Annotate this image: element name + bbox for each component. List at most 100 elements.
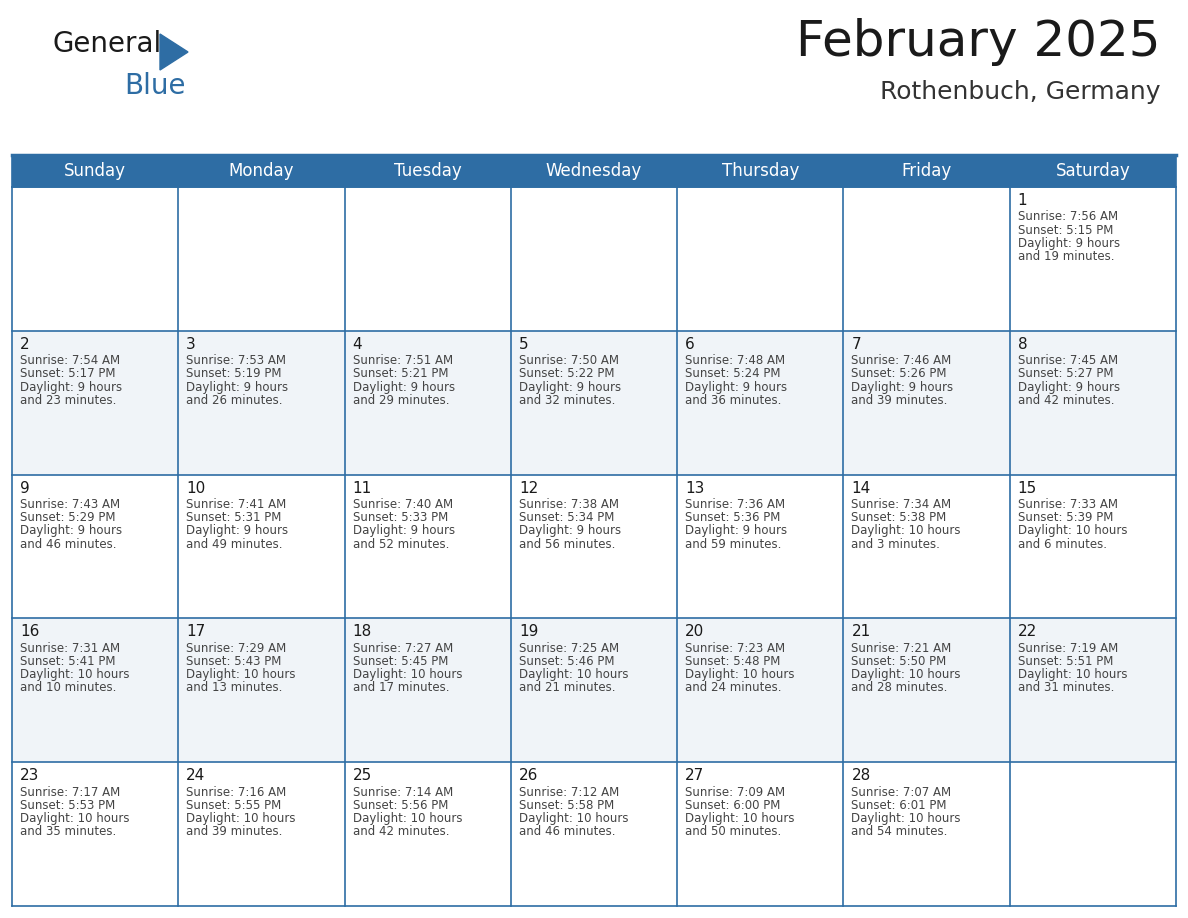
Text: Sunset: 5:33 PM: Sunset: 5:33 PM: [353, 511, 448, 524]
Text: Sunrise: 7:46 AM: Sunrise: 7:46 AM: [852, 354, 952, 367]
Text: Friday: Friday: [902, 162, 952, 180]
Text: 26: 26: [519, 768, 538, 783]
Text: Sunrise: 7:12 AM: Sunrise: 7:12 AM: [519, 786, 619, 799]
Text: 2: 2: [20, 337, 30, 352]
Text: Daylight: 9 hours: Daylight: 9 hours: [187, 524, 289, 537]
Text: and 36 minutes.: and 36 minutes.: [685, 394, 782, 407]
Text: 12: 12: [519, 481, 538, 496]
Bar: [1010, 187, 1176, 330]
Text: and 21 minutes.: and 21 minutes.: [519, 681, 615, 694]
Bar: [12, 155, 178, 187]
Text: and 6 minutes.: and 6 minutes.: [1018, 538, 1107, 551]
Text: Sunrise: 7:51 AM: Sunrise: 7:51 AM: [353, 354, 453, 367]
Text: Sunset: 5:55 PM: Sunset: 5:55 PM: [187, 799, 282, 812]
Bar: [843, 762, 1010, 906]
Bar: [12, 187, 178, 330]
Text: Daylight: 9 hours: Daylight: 9 hours: [20, 524, 122, 537]
Text: and 32 minutes.: and 32 minutes.: [519, 394, 615, 407]
Text: 24: 24: [187, 768, 206, 783]
Bar: [843, 475, 1010, 619]
Text: Sunset: 5:29 PM: Sunset: 5:29 PM: [20, 511, 115, 524]
Text: and 24 minutes.: and 24 minutes.: [685, 681, 782, 694]
Text: Sunrise: 7:40 AM: Sunrise: 7:40 AM: [353, 498, 453, 511]
Text: Sunset: 5:38 PM: Sunset: 5:38 PM: [852, 511, 947, 524]
Text: 4: 4: [353, 337, 362, 352]
Text: Sunrise: 7:34 AM: Sunrise: 7:34 AM: [852, 498, 952, 511]
Text: Sunrise: 7:33 AM: Sunrise: 7:33 AM: [1018, 498, 1118, 511]
Bar: [178, 155, 345, 187]
Text: Sunrise: 7:21 AM: Sunrise: 7:21 AM: [852, 642, 952, 655]
Polygon shape: [160, 34, 188, 70]
Text: and 49 minutes.: and 49 minutes.: [187, 538, 283, 551]
Text: Sunset: 5:39 PM: Sunset: 5:39 PM: [1018, 511, 1113, 524]
Text: Sunrise: 7:07 AM: Sunrise: 7:07 AM: [852, 786, 952, 799]
Text: 13: 13: [685, 481, 704, 496]
Text: Sunset: 5:21 PM: Sunset: 5:21 PM: [353, 367, 448, 380]
Text: 9: 9: [20, 481, 30, 496]
Text: and 17 minutes.: and 17 minutes.: [353, 681, 449, 694]
Text: and 42 minutes.: and 42 minutes.: [1018, 394, 1114, 407]
Text: Blue: Blue: [124, 72, 185, 100]
Text: Sunrise: 7:29 AM: Sunrise: 7:29 AM: [187, 642, 286, 655]
Text: 21: 21: [852, 624, 871, 640]
Text: Daylight: 9 hours: Daylight: 9 hours: [685, 381, 788, 394]
Text: and 52 minutes.: and 52 minutes.: [353, 538, 449, 551]
Bar: [511, 187, 677, 330]
Text: and 39 minutes.: and 39 minutes.: [187, 825, 283, 838]
Text: Monday: Monday: [228, 162, 295, 180]
Text: Daylight: 10 hours: Daylight: 10 hours: [852, 812, 961, 825]
Text: Sunrise: 7:38 AM: Sunrise: 7:38 AM: [519, 498, 619, 511]
Bar: [178, 475, 345, 619]
Bar: [677, 330, 843, 475]
Text: Daylight: 10 hours: Daylight: 10 hours: [20, 812, 129, 825]
Text: Sunrise: 7:56 AM: Sunrise: 7:56 AM: [1018, 210, 1118, 223]
Text: Sunset: 5:17 PM: Sunset: 5:17 PM: [20, 367, 115, 380]
Text: and 50 minutes.: and 50 minutes.: [685, 825, 782, 838]
Text: Daylight: 10 hours: Daylight: 10 hours: [187, 668, 296, 681]
Text: 23: 23: [20, 768, 39, 783]
Text: Sunset: 5:45 PM: Sunset: 5:45 PM: [353, 655, 448, 668]
Text: Daylight: 10 hours: Daylight: 10 hours: [519, 668, 628, 681]
Text: Daylight: 10 hours: Daylight: 10 hours: [353, 668, 462, 681]
Text: Tuesday: Tuesday: [394, 162, 462, 180]
Bar: [1010, 330, 1176, 475]
Text: Sunset: 5:27 PM: Sunset: 5:27 PM: [1018, 367, 1113, 380]
Text: Sunset: 5:36 PM: Sunset: 5:36 PM: [685, 511, 781, 524]
Text: Saturday: Saturday: [1055, 162, 1130, 180]
Bar: [12, 619, 178, 762]
Bar: [511, 155, 677, 187]
Bar: [178, 330, 345, 475]
Text: 28: 28: [852, 768, 871, 783]
Text: Sunrise: 7:36 AM: Sunrise: 7:36 AM: [685, 498, 785, 511]
Text: 3: 3: [187, 337, 196, 352]
Text: February 2025: February 2025: [796, 18, 1159, 66]
Bar: [511, 330, 677, 475]
Text: Daylight: 10 hours: Daylight: 10 hours: [1018, 524, 1127, 537]
Text: Daylight: 10 hours: Daylight: 10 hours: [519, 812, 628, 825]
Text: and 42 minutes.: and 42 minutes.: [353, 825, 449, 838]
Text: 20: 20: [685, 624, 704, 640]
Text: and 19 minutes.: and 19 minutes.: [1018, 250, 1114, 263]
Text: Daylight: 10 hours: Daylight: 10 hours: [685, 668, 795, 681]
Bar: [677, 187, 843, 330]
Text: Sunrise: 7:27 AM: Sunrise: 7:27 AM: [353, 642, 453, 655]
Text: Sunset: 5:56 PM: Sunset: 5:56 PM: [353, 799, 448, 812]
Text: 6: 6: [685, 337, 695, 352]
Text: and 54 minutes.: and 54 minutes.: [852, 825, 948, 838]
Text: Daylight: 9 hours: Daylight: 9 hours: [519, 524, 621, 537]
Text: and 31 minutes.: and 31 minutes.: [1018, 681, 1114, 694]
Text: Sunrise: 7:09 AM: Sunrise: 7:09 AM: [685, 786, 785, 799]
Bar: [843, 155, 1010, 187]
Text: Sunset: 5:50 PM: Sunset: 5:50 PM: [852, 655, 947, 668]
Text: Daylight: 9 hours: Daylight: 9 hours: [852, 381, 954, 394]
Text: 10: 10: [187, 481, 206, 496]
Bar: [677, 475, 843, 619]
Text: Sunrise: 7:48 AM: Sunrise: 7:48 AM: [685, 354, 785, 367]
Text: 22: 22: [1018, 624, 1037, 640]
Text: and 29 minutes.: and 29 minutes.: [353, 394, 449, 407]
Text: Sunset: 5:22 PM: Sunset: 5:22 PM: [519, 367, 614, 380]
Bar: [677, 619, 843, 762]
Text: 7: 7: [852, 337, 861, 352]
Text: Sunset: 5:24 PM: Sunset: 5:24 PM: [685, 367, 781, 380]
Text: Sunset: 5:51 PM: Sunset: 5:51 PM: [1018, 655, 1113, 668]
